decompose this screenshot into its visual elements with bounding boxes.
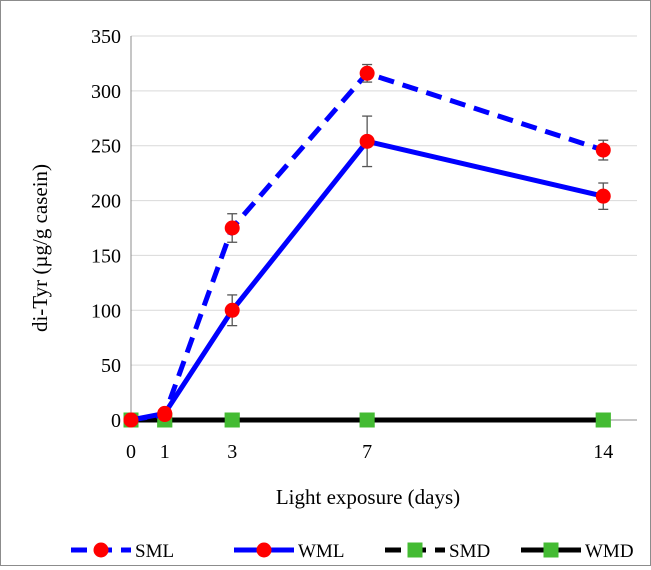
- x-tick-label: 1: [160, 441, 170, 463]
- x-tick-label: 7: [362, 441, 372, 463]
- legend-swatch-marker: [94, 543, 109, 558]
- legend-label: SMD: [449, 541, 490, 562]
- x-axis-label: Light exposure (days): [276, 485, 460, 509]
- y-tick-label: 300: [91, 81, 121, 103]
- y-axis-label: di-Tyr (µg/g casein): [28, 164, 52, 332]
- data-point-sml: [124, 413, 139, 428]
- y-tick-label: 250: [91, 136, 121, 158]
- data-point-wml: [360, 134, 375, 149]
- x-tick-label: 14: [593, 441, 613, 463]
- data-point-wml: [225, 303, 240, 318]
- series-wml: [124, 116, 611, 427]
- series-wmd: [124, 413, 611, 428]
- y-tick-label: 0: [111, 410, 121, 432]
- data-point-wmd: [360, 413, 375, 428]
- legend-item-smd: SMD: [385, 541, 490, 562]
- series-line-wml: [131, 141, 603, 420]
- axes: [131, 36, 637, 426]
- data-point-wml: [596, 189, 611, 204]
- y-tick-label: 350: [91, 26, 121, 48]
- y-tick-label: 50: [101, 355, 121, 377]
- legend: SML WML SMD WMD: [71, 541, 634, 562]
- legend-item-wmd: WMD: [521, 541, 634, 562]
- legend-label: WMD: [585, 541, 634, 562]
- legend-item-wml: WML: [234, 541, 344, 562]
- data-point-wmd: [596, 413, 611, 428]
- series-layer: [124, 65, 611, 428]
- legend-label: WML: [298, 541, 344, 562]
- gridlines: [131, 36, 637, 365]
- data-point-wmd: [225, 413, 240, 428]
- data-point-sml: [596, 143, 611, 158]
- x-tick-labels: 0 1 3 7 14: [126, 441, 613, 463]
- legend-swatch-marker: [408, 543, 423, 558]
- data-point-sml: [225, 221, 240, 236]
- x-tick-label: 3: [227, 441, 237, 463]
- y-tick-label: 100: [91, 300, 121, 322]
- data-point-sml: [157, 407, 172, 422]
- y-tick-label: 200: [91, 191, 121, 213]
- y-tick-labels: 0 50 100 150 200 250 300 350: [91, 26, 121, 432]
- legend-item-sml: SML: [71, 541, 174, 562]
- legend-swatch-marker: [544, 543, 559, 558]
- x-tick-label: 0: [126, 441, 136, 463]
- legend-label: SML: [135, 541, 174, 562]
- data-point-sml: [360, 66, 375, 81]
- legend-swatch-marker: [257, 543, 272, 558]
- y-tick-label: 150: [91, 245, 121, 267]
